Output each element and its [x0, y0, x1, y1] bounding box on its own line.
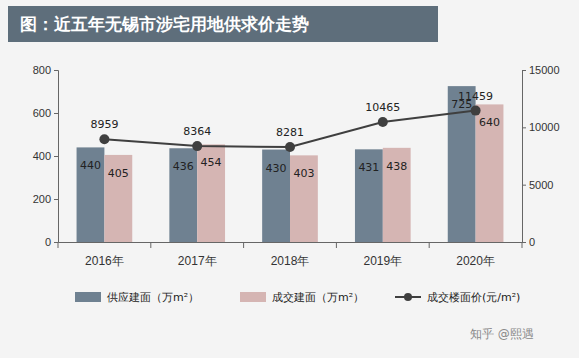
line-label: 10465 [365, 101, 400, 114]
title: 图：近五年无锡市涉宅用地供求价走势 [20, 14, 309, 34]
y2-tick: 15000 [522, 64, 560, 76]
bar [262, 150, 290, 242]
y-tick-label: 600 [33, 107, 51, 119]
line-label: 8959 [90, 118, 118, 131]
bar [476, 104, 504, 242]
x-tick-label: 2016年 [85, 254, 124, 268]
y-tick-mark [54, 242, 58, 243]
x-tick-label: 2019年 [363, 254, 402, 268]
legend-item: 供应建面（万m²） [75, 291, 199, 304]
bar [355, 149, 383, 242]
line-label: 11459 [458, 90, 493, 103]
background [0, 0, 579, 358]
y-tick-label: 0 [45, 236, 51, 248]
bar-label: 438 [386, 160, 407, 173]
line-label: 8364 [183, 125, 211, 138]
y-tick: 600 [33, 107, 58, 119]
y-tick-mark [54, 156, 58, 157]
legend-swatch [75, 292, 101, 302]
x-tick: 2019年 [363, 254, 402, 268]
y2-tick-mark [522, 70, 526, 71]
bar [77, 147, 105, 242]
y2-tick-label: 0 [529, 236, 535, 248]
y2-axis: 0 5000 10000 15000 [522, 64, 560, 248]
category-divider [522, 242, 523, 248]
legend-label: 成交楼面价(元/m²) [427, 291, 520, 304]
y-tick: 800 [33, 64, 58, 76]
line-label: 8281 [276, 126, 304, 139]
line-marker [99, 134, 109, 144]
y-tick-label: 200 [33, 193, 51, 205]
legend-item: 成交楼面价(元/m²) [395, 291, 520, 304]
line [104, 111, 475, 147]
category-divider [429, 242, 430, 248]
x-axis-line [59, 242, 523, 243]
x-tick: 2016年 [85, 254, 124, 268]
bar [448, 86, 476, 242]
y2-tick-mark [522, 185, 526, 186]
bar-label: 430 [266, 162, 287, 175]
y-tick-mark [54, 70, 58, 71]
legend-label: 供应建面（万m²） [107, 291, 199, 304]
category-divider [150, 242, 151, 248]
y2-tick-label: 5000 [529, 179, 553, 191]
x-axis: 2016年 2017年 2018年 2019年 2020年 [59, 243, 523, 268]
watermark: 知乎 @熙遇 [470, 327, 534, 341]
bar-label: 403 [293, 167, 314, 180]
bar-label: 431 [358, 161, 379, 174]
bar [104, 155, 132, 242]
legend-marker [404, 293, 412, 301]
line-marker [285, 142, 295, 152]
x-tick: 2017年 [178, 254, 217, 268]
x-tick-label: 2018年 [271, 254, 310, 268]
y2-tick-mark [522, 242, 526, 243]
x-tick: 2020年 [456, 254, 495, 268]
y-axis-line [54, 71, 59, 243]
legend-item: 成交建面（万m²） [240, 291, 364, 304]
category-divider [336, 242, 337, 248]
bar [290, 155, 318, 242]
bar [169, 148, 197, 242]
line-marker [378, 117, 388, 127]
y-tick-mark [54, 113, 58, 114]
legend-swatch [240, 292, 266, 302]
bar [197, 144, 225, 242]
y2-tick-mark [522, 127, 526, 128]
legend-label: 成交建面（万m²） [272, 291, 364, 304]
y-tick: 200 [33, 193, 58, 205]
data-labels: 4404364304317254054544034386408959836482… [80, 90, 500, 181]
category-divider [243, 242, 244, 248]
y-tick: 400 [33, 150, 58, 162]
y-tick-label: 400 [33, 150, 51, 162]
x-tick-label: 2017年 [178, 254, 217, 268]
plot-marks [77, 86, 504, 242]
line-marker [192, 141, 202, 151]
y2-tick-label: 10000 [529, 121, 560, 133]
category-divider [58, 242, 59, 248]
y2-tick: 10000 [522, 121, 560, 133]
title-bar [8, 6, 438, 42]
bar-label: 640 [479, 116, 500, 129]
bar-label: 436 [173, 160, 194, 173]
bar-label: 440 [80, 159, 101, 172]
y-tick-label: 800 [33, 64, 51, 76]
y2-axis-line [523, 71, 527, 243]
x-tick: 2018年 [271, 254, 310, 268]
legend: 供应建面（万m²） 成交建面（万m²） 成交楼面价(元/m²) [75, 291, 520, 304]
bar-label: 405 [108, 167, 129, 180]
chart: 图：近五年无锡市涉宅用地供求价走势 0 200 400 600 800 0 5000 10000… [0, 0, 579, 358]
y-axis: 0 200 400 600 800 [33, 64, 59, 248]
y-tick: 0 [45, 236, 58, 248]
y2-tick: 0 [522, 236, 535, 248]
x-tick-label: 2020年 [456, 254, 495, 268]
y2-tick-label: 15000 [529, 64, 560, 76]
y-tick-mark [54, 199, 58, 200]
y2-tick: 5000 [522, 179, 553, 191]
bar-label: 454 [201, 156, 222, 169]
bar [383, 148, 411, 242]
